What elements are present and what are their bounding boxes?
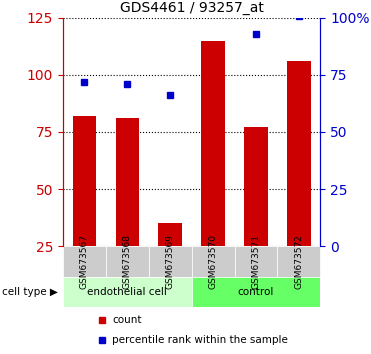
Bar: [234, 246, 278, 276]
Text: GSM673571: GSM673571: [252, 234, 260, 289]
Text: GSM673570: GSM673570: [209, 234, 218, 289]
Bar: [201, 41, 225, 246]
Text: GSM673568: GSM673568: [123, 234, 132, 289]
Text: count: count: [112, 315, 141, 325]
Text: endothelial cell: endothelial cell: [88, 287, 167, 297]
Bar: [287, 61, 311, 246]
Bar: [192, 246, 234, 276]
Bar: [106, 246, 149, 276]
Text: GSM673567: GSM673567: [80, 234, 89, 289]
Text: control: control: [238, 287, 274, 297]
Bar: [73, 116, 96, 246]
Bar: [158, 223, 182, 246]
Bar: [115, 118, 139, 246]
Bar: [149, 246, 192, 276]
Bar: [63, 246, 106, 276]
Title: GDS4461 / 93257_at: GDS4461 / 93257_at: [120, 1, 264, 15]
Text: GSM673572: GSM673572: [295, 234, 303, 289]
Text: GSM673569: GSM673569: [166, 234, 175, 289]
Bar: [192, 276, 321, 307]
Text: percentile rank within the sample: percentile rank within the sample: [112, 335, 288, 345]
Bar: [278, 246, 321, 276]
Bar: [244, 127, 268, 246]
Bar: [63, 276, 192, 307]
Text: cell type ▶: cell type ▶: [2, 287, 58, 297]
